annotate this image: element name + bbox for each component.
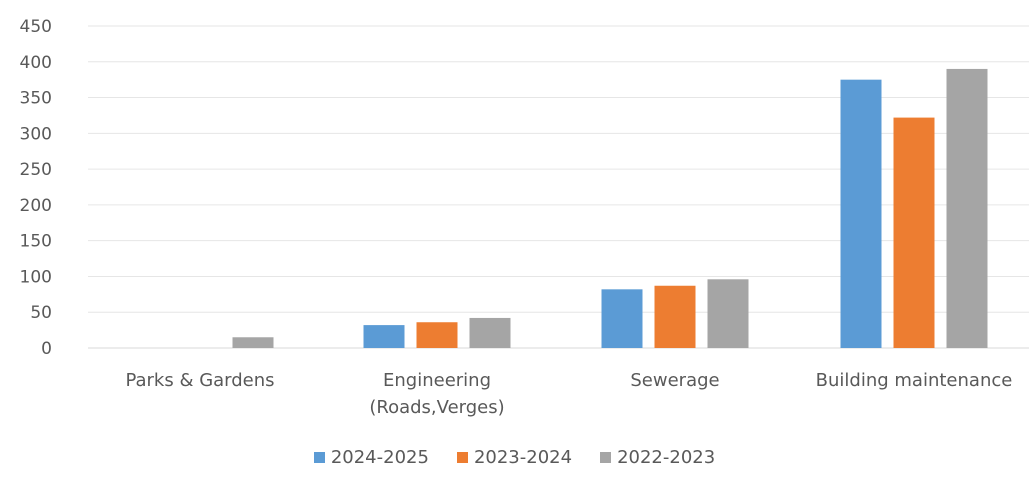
- bar-2024-2025-1: [363, 325, 405, 348]
- legend: 2024-2025 2023-2024 2022-2023: [0, 447, 1029, 468]
- y-tick-label: 400: [20, 53, 52, 73]
- y-tick-label: 250: [20, 160, 52, 180]
- legend-swatch-2024-2025: [313, 452, 325, 463]
- y-tick-label: 450: [20, 17, 52, 37]
- y-tick-label: 300: [20, 124, 52, 144]
- bar-2022-2023-1: [469, 317, 511, 348]
- x-tick-label: Building maintenance: [816, 370, 1013, 391]
- y-tick-label: 0: [41, 339, 52, 359]
- x-tick-label: Sewerage: [630, 370, 719, 391]
- legend-label-2022-2023: 2022-2023: [617, 447, 716, 468]
- bar-2024-2025-2: [601, 289, 643, 348]
- x-tick-label: Engineering: [383, 370, 491, 391]
- legend-label-2023-2024: 2023-2024: [473, 447, 573, 468]
- bar-2023-2024-1: [416, 322, 458, 348]
- bar-2024-2025-3: [840, 79, 882, 349]
- y-tick-label: 150: [20, 232, 52, 252]
- y-tick-label: 50: [30, 303, 52, 323]
- y-tick-label: 350: [20, 89, 52, 109]
- y-tick-label: 100: [20, 267, 52, 287]
- x-tick-label: (Roads,Verges): [369, 397, 504, 418]
- legend-swatch-2023-2024: [456, 452, 468, 463]
- bar-2022-2023-3: [946, 68, 988, 348]
- bar-2023-2024-3: [893, 117, 935, 348]
- legend-swatch-2022-2023: [600, 452, 612, 463]
- bar-chart-plot: 0 50 100 150 200 250 300 350 400 450 Parks & Garde…: [20, 17, 1029, 418]
- legend-item-2023-2024: 2023-2024: [456, 447, 573, 468]
- bar-2022-2023-0: [232, 337, 274, 348]
- x-tick-label: Parks & Gardens: [125, 370, 274, 391]
- y-tick-label: 200: [20, 196, 52, 216]
- legend-item-2022-2023: 2022-2023: [600, 447, 715, 468]
- bar-2023-2024-2: [654, 285, 696, 348]
- legend-item-2024-2025: 2024-2025: [313, 447, 429, 468]
- bar-2022-2023-2: [707, 279, 749, 348]
- legend-label-2024-2025: 2024-2025: [330, 447, 429, 468]
